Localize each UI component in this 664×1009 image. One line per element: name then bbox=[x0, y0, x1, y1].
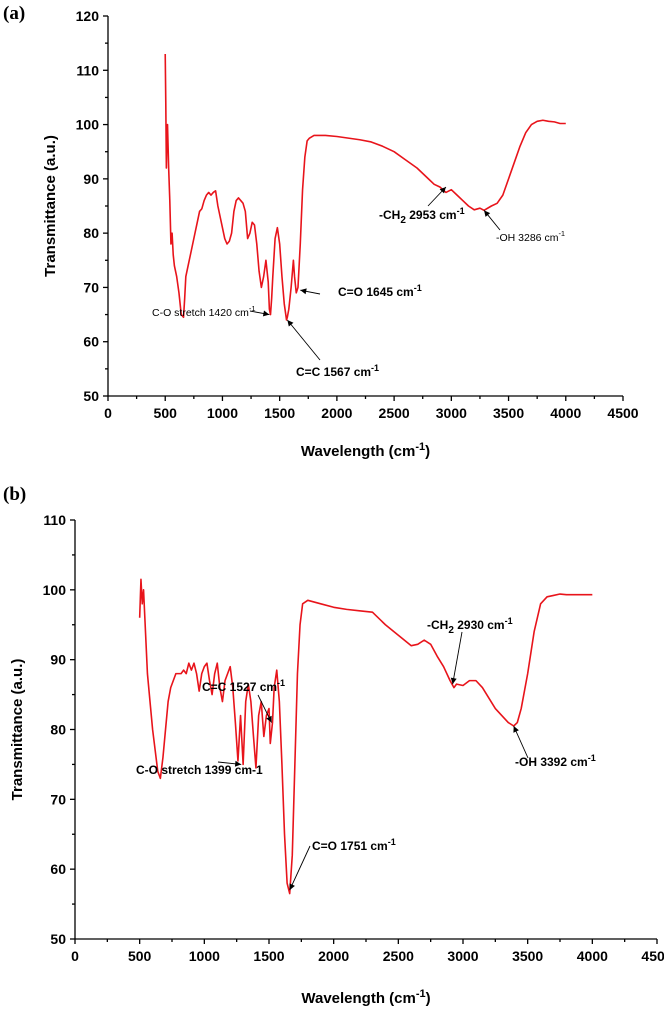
arrow-head bbox=[300, 288, 307, 295]
x-tick-label: 500 bbox=[154, 405, 178, 421]
x-tick-label: 1500 bbox=[264, 405, 295, 421]
arrow-head bbox=[287, 320, 294, 327]
annotation-co: C-O stretch 1420 cm-1 bbox=[152, 304, 256, 319]
annotation-c_o: C=O 1645 cm-1 bbox=[338, 283, 422, 299]
y-tick-label: 80 bbox=[50, 722, 66, 738]
y-tick-label: 90 bbox=[50, 652, 66, 668]
x-tick-label: 0 bbox=[104, 405, 112, 421]
y-tick-label: 50 bbox=[50, 931, 66, 947]
x-tick-label: 2500 bbox=[379, 405, 410, 421]
annotation-c_o: C=O 1751 cm-1 bbox=[312, 837, 396, 853]
series-line bbox=[164, 53, 566, 321]
panel-label: (b) bbox=[3, 484, 26, 505]
x-tick-label: 2000 bbox=[318, 948, 349, 964]
x-tick-label: 3500 bbox=[512, 948, 543, 964]
annotation-ch2_pre: -CH2 2930 cm-1 bbox=[427, 616, 513, 636]
annotation-arrow bbox=[286, 319, 321, 361]
x-axis-title: Wavelength (cm-1) bbox=[301, 988, 430, 1007]
x-tick-label: 3500 bbox=[493, 405, 524, 421]
x-tick-label: 3000 bbox=[436, 405, 467, 421]
y-tick-label: 120 bbox=[76, 8, 100, 24]
y-axis-title: Transmittance (a.u.) bbox=[9, 659, 26, 801]
series-line bbox=[138, 578, 593, 895]
y-tick-label: 100 bbox=[43, 582, 67, 598]
y-tick-label: 80 bbox=[83, 225, 99, 241]
y-tick-label: 110 bbox=[76, 62, 99, 78]
y-tick-label: 60 bbox=[83, 334, 99, 350]
y-tick-label: 110 bbox=[43, 512, 66, 528]
arrow-head bbox=[289, 883, 295, 891]
y-tick-label: 70 bbox=[83, 279, 99, 295]
annotation-cc: C=C 1527 cm-1 bbox=[202, 678, 285, 694]
arrow-head bbox=[266, 715, 272, 723]
arrow-head bbox=[513, 726, 519, 733]
x-tick-label: 2000 bbox=[321, 405, 352, 421]
annotation-oh: -OH 3392 cm-1 bbox=[515, 753, 596, 769]
y-tick-label: 100 bbox=[76, 117, 100, 133]
chart-panel-b: (b) 0 500 1000 1500 2000 2500 3000 3500 4000 4500 5… bbox=[3, 484, 664, 1007]
x-tick-label: 4000 bbox=[577, 948, 608, 964]
x-tick-label: 1000 bbox=[207, 405, 238, 421]
panel-label: (a) bbox=[3, 3, 25, 24]
arrow-head bbox=[439, 187, 446, 194]
x-tick-label: 1500 bbox=[253, 948, 284, 964]
arrow-head bbox=[484, 210, 491, 217]
annotation-cc: C=C 1567 cm-1 bbox=[296, 363, 379, 379]
arrow-head bbox=[450, 677, 457, 685]
y-axis-title: Transmittance (a.u.) bbox=[42, 135, 59, 277]
x-axis-title: Wavelength (cm-1) bbox=[301, 441, 430, 460]
y-tick-label: 90 bbox=[83, 171, 99, 187]
arrow-head bbox=[262, 310, 270, 317]
chart-panel-a: (a) 0 500 1000 1500 2000 2500 3000 3500 4000 4500 5… bbox=[3, 3, 639, 460]
annotation-arrow bbox=[452, 631, 463, 685]
annotation-arrow bbox=[289, 845, 311, 891]
arrow-head bbox=[234, 760, 242, 767]
annotation-co: C-O stretch 1399 cm-1 bbox=[136, 763, 263, 777]
x-tick-label: 3000 bbox=[447, 948, 478, 964]
x-tick-label: 0 bbox=[71, 948, 79, 964]
x-tick-label: 500 bbox=[128, 948, 152, 964]
annotation-oh: -OH 3286 cm-1 bbox=[496, 229, 565, 244]
x-tick-label: 2500 bbox=[383, 948, 414, 964]
x-tick-label: 4000 bbox=[550, 405, 581, 421]
x-tick-label: 4500 bbox=[641, 948, 664, 964]
annotation-ch2_pre: -CH2 2953 cm-1 bbox=[379, 206, 465, 226]
y-tick-label: 70 bbox=[50, 791, 66, 807]
y-tick-label: 60 bbox=[50, 861, 66, 877]
x-tick-label: 4500 bbox=[607, 405, 638, 421]
y-tick-label: 50 bbox=[83, 388, 99, 404]
x-tick-label: 1000 bbox=[189, 948, 220, 964]
